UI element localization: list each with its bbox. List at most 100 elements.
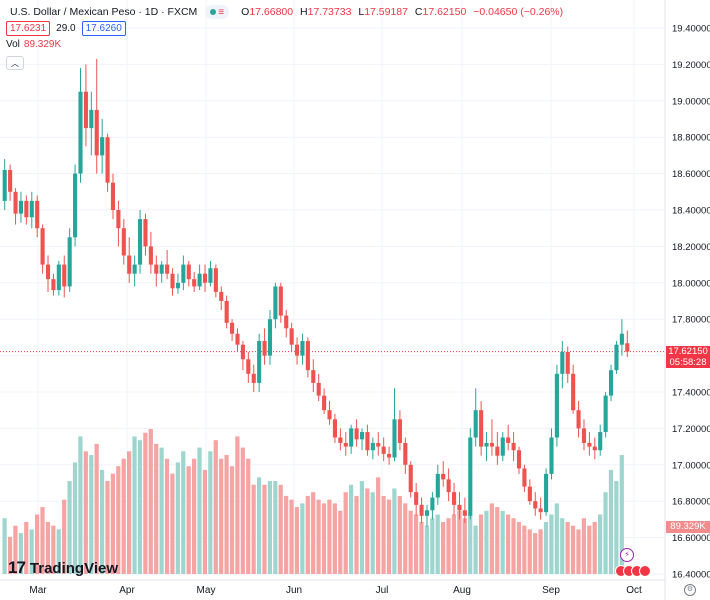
x-tick-label: Mar — [29, 585, 47, 596]
volume-bar — [300, 503, 305, 574]
x-tick-label: Sep — [542, 585, 560, 596]
volume-bar — [462, 518, 467, 574]
candle-body — [284, 315, 289, 329]
event-flag-icon[interactable] — [639, 565, 651, 577]
candle-body — [392, 419, 397, 458]
candle-body — [224, 301, 229, 323]
volume-bar — [403, 503, 408, 574]
volume-bar — [603, 492, 608, 574]
candle-body — [381, 446, 386, 454]
y-tick-label: 19.40000 — [672, 24, 710, 35]
candle-body — [473, 410, 478, 438]
candle-body — [625, 343, 630, 352]
volume-bar — [614, 481, 619, 574]
volume-bar — [305, 495, 310, 574]
y-tick-label: 19.00000 — [672, 96, 710, 107]
candle-body — [240, 344, 245, 360]
symbol-title[interactable]: U.S. Dollar / Mexican Peso · 1D · FXCM — [10, 6, 198, 18]
volume-bar — [45, 521, 51, 574]
x-tick-label: Apr — [119, 585, 135, 596]
candle-body — [468, 437, 473, 516]
candle-body — [51, 279, 56, 291]
volume-bar — [430, 518, 435, 574]
volume-bar — [419, 521, 424, 574]
market-status-pill[interactable]: ≡ — [205, 5, 230, 19]
volume-bar — [235, 436, 240, 574]
candle-body — [29, 200, 34, 218]
volume-bar — [608, 469, 614, 574]
candle-body — [219, 291, 224, 301]
volume-bar — [273, 481, 278, 574]
sell-button[interactable]: 17.6231 — [6, 20, 51, 36]
volume-bar — [67, 481, 72, 574]
low-label: L — [358, 6, 365, 18]
volume-bar — [94, 443, 99, 574]
candle-body — [457, 504, 462, 511]
volume-bar — [543, 521, 549, 574]
y-tick-label: 16.80000 — [672, 497, 710, 508]
volume-bar — [132, 436, 137, 574]
candle-body — [170, 273, 175, 289]
volume-bar — [451, 514, 457, 574]
volume-bar — [278, 484, 283, 574]
candle-body — [424, 510, 430, 516]
volume-bar — [500, 510, 505, 574]
volume-bar — [538, 529, 543, 574]
volume-bar — [446, 518, 451, 574]
volume-bar — [457, 510, 462, 574]
candle-body — [62, 264, 67, 287]
volume-bar — [284, 495, 289, 574]
candle-body — [435, 473, 440, 498]
volume-bar — [143, 432, 148, 574]
candle-body — [305, 341, 310, 371]
candle-body — [516, 450, 522, 469]
candle-body — [376, 442, 381, 447]
candle-body — [208, 268, 213, 283]
volume-bar — [229, 466, 235, 574]
candle-body — [192, 279, 197, 287]
economic-events[interactable] — [615, 565, 651, 577]
volume-value: 89.329K — [23, 38, 62, 50]
spread-value: 29.0 — [56, 22, 76, 34]
tradingview-logo[interactable]: 17 TradingView — [8, 558, 118, 578]
chevron-up-icon[interactable]: ︿ — [6, 56, 24, 70]
volume-bar — [554, 503, 559, 574]
volume-bar — [34, 514, 40, 574]
volume-bar — [511, 518, 516, 574]
x-tick-label: Jun — [286, 585, 302, 596]
candle-body — [462, 510, 467, 516]
candle-body — [544, 473, 549, 513]
candle-body — [67, 237, 72, 287]
volume-bar — [175, 462, 180, 574]
candle-body — [89, 109, 94, 129]
candle-body — [154, 264, 159, 274]
buy-button[interactable]: 17.6260 — [81, 20, 126, 36]
candle-body — [2, 169, 7, 201]
candle-body — [35, 200, 40, 229]
logo-text: TradingView — [29, 559, 119, 577]
volume-bar — [24, 521, 29, 574]
volume-bar — [72, 462, 78, 574]
candle-body — [527, 486, 532, 502]
volume-bar — [376, 477, 381, 574]
candle-body — [116, 210, 121, 229]
candle-body — [316, 382, 321, 396]
volume-bar — [121, 458, 126, 574]
volume-bar — [197, 447, 202, 574]
volume-bar — [159, 447, 164, 574]
volume-bar — [316, 499, 321, 574]
volume-bar — [40, 507, 45, 574]
volume-bar — [105, 481, 110, 574]
lightning-icon[interactable]: ⚡ — [620, 548, 634, 562]
candle-body — [430, 497, 435, 511]
volume-bar — [527, 529, 532, 574]
volume-bar — [397, 495, 402, 574]
gear-icon[interactable]: ⚙ — [684, 584, 696, 596]
high-value: 17.73733 — [307, 6, 352, 18]
candle-body — [581, 428, 587, 443]
y-tick-label: 19.20000 — [672, 60, 710, 71]
volume-bar — [386, 499, 392, 574]
x-tick-label: Aug — [453, 585, 471, 596]
tradingview-logo-icon: 17 — [8, 558, 26, 577]
